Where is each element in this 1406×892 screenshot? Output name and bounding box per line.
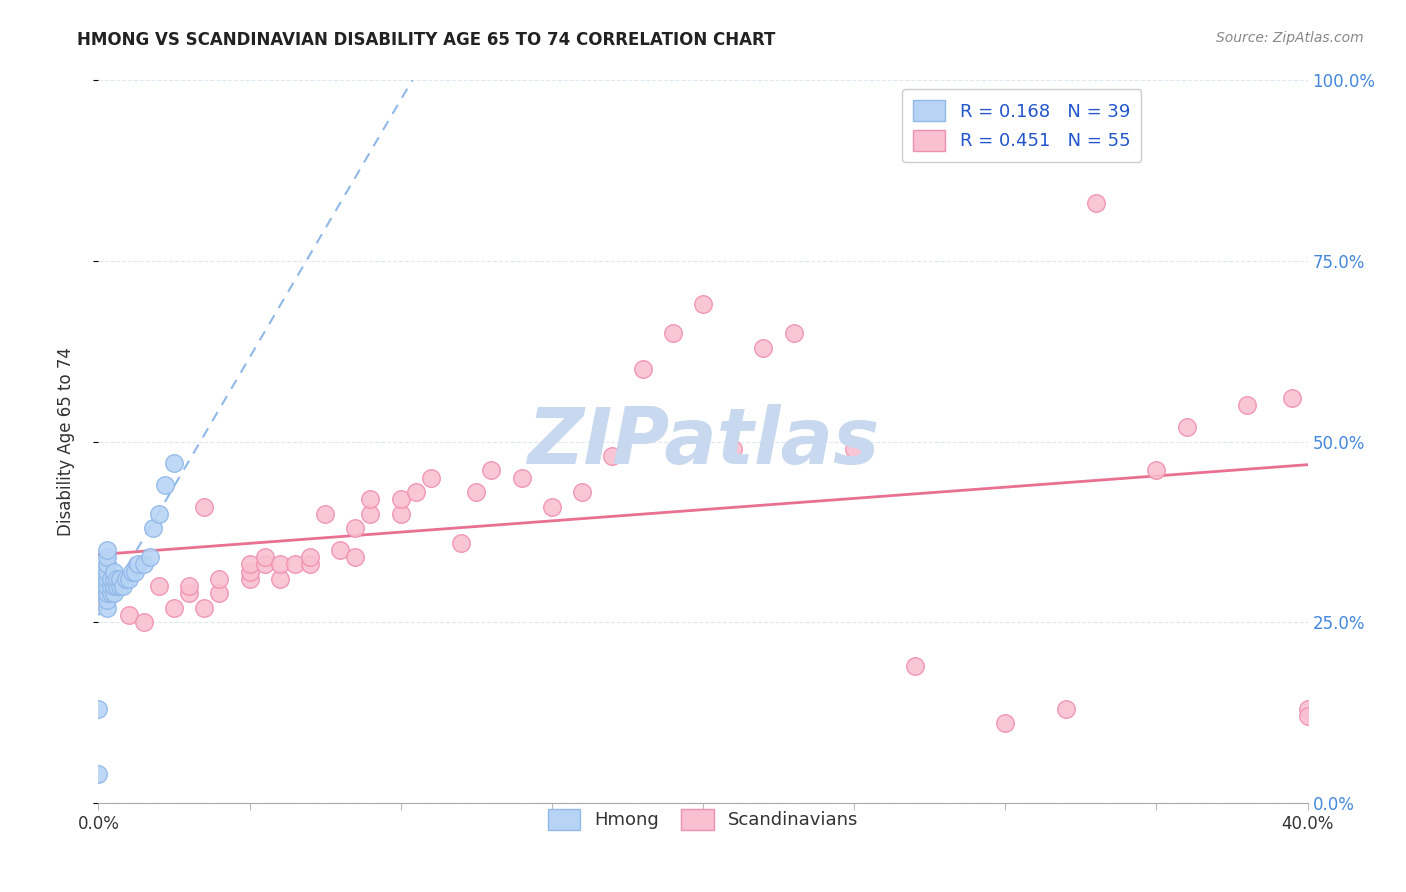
Point <box>100 586 122 600</box>
Point <box>96 572 118 586</box>
Point <box>661 326 683 340</box>
Point <box>103 586 125 600</box>
Point <box>1054 702 1077 716</box>
Point <box>329 542 352 557</box>
Text: Source: ZipAtlas.com: Source: ZipAtlas.com <box>1216 31 1364 45</box>
Y-axis label: Disability Age 65 to 74: Disability Age 65 to 74 <box>56 347 75 536</box>
Point <box>108 572 131 586</box>
Point <box>269 558 291 572</box>
Point <box>994 716 1017 731</box>
Point <box>389 492 412 507</box>
Point <box>344 550 367 565</box>
Point <box>100 579 122 593</box>
Point <box>108 579 131 593</box>
Point <box>239 565 262 579</box>
Point <box>239 572 262 586</box>
Point <box>163 456 186 470</box>
Point <box>148 507 170 521</box>
Point <box>752 341 775 355</box>
Point <box>93 572 115 586</box>
Point <box>96 579 118 593</box>
Point <box>1296 702 1319 716</box>
Point <box>1085 196 1108 211</box>
Point <box>269 572 291 586</box>
Point <box>90 586 112 600</box>
Text: ZIPatlas: ZIPatlas <box>527 403 879 480</box>
Legend: Hmong, Scandinavians: Hmong, Scandinavians <box>540 802 866 837</box>
Point <box>783 326 806 340</box>
Point <box>105 572 128 586</box>
Point <box>1236 398 1258 412</box>
Point <box>360 492 382 507</box>
Point <box>481 463 503 477</box>
Point <box>87 702 110 716</box>
Point <box>510 470 533 484</box>
Point <box>723 442 745 456</box>
Point <box>96 558 118 572</box>
Point <box>1144 463 1167 477</box>
Point <box>253 550 276 565</box>
Point <box>193 600 215 615</box>
Point <box>389 507 412 521</box>
Point <box>208 572 231 586</box>
Point <box>132 615 155 630</box>
Point <box>105 579 128 593</box>
Point <box>111 579 134 593</box>
Point <box>132 558 155 572</box>
Point <box>103 572 125 586</box>
Point <box>571 485 593 500</box>
Point <box>208 586 231 600</box>
Text: HMONG VS SCANDINAVIAN DISABILITY AGE 65 TO 74 CORRELATION CHART: HMONG VS SCANDINAVIAN DISABILITY AGE 65 … <box>77 31 776 49</box>
Point <box>314 507 336 521</box>
Point <box>1175 420 1198 434</box>
Point <box>450 535 472 549</box>
Point <box>299 550 322 565</box>
Point <box>87 593 110 607</box>
Point <box>284 558 307 572</box>
Point <box>344 521 367 535</box>
Point <box>602 449 624 463</box>
Point <box>103 579 125 593</box>
Point <box>360 507 382 521</box>
Point <box>118 607 141 622</box>
Point <box>96 586 118 600</box>
Point <box>299 558 322 572</box>
Point <box>100 572 122 586</box>
Point <box>193 500 215 514</box>
Point <box>93 565 115 579</box>
Point <box>148 579 170 593</box>
Point <box>103 565 125 579</box>
Point <box>844 442 866 456</box>
Point <box>239 558 262 572</box>
Point <box>631 362 654 376</box>
Point <box>96 542 118 557</box>
Point <box>163 600 186 615</box>
Point <box>127 558 149 572</box>
Point <box>465 485 488 500</box>
Point <box>124 565 146 579</box>
Point <box>142 521 165 535</box>
Point <box>179 586 201 600</box>
Point <box>420 470 443 484</box>
Point <box>93 579 115 593</box>
Point <box>96 600 118 615</box>
Point <box>96 550 118 565</box>
Point <box>153 478 176 492</box>
Point <box>114 572 136 586</box>
Point <box>1296 709 1319 723</box>
Point <box>540 500 562 514</box>
Point <box>904 658 927 673</box>
Point <box>1281 391 1303 405</box>
Point <box>96 565 118 579</box>
Point <box>179 579 201 593</box>
Point <box>96 593 118 607</box>
Point <box>118 572 141 586</box>
Point <box>90 579 112 593</box>
Point <box>121 565 143 579</box>
Point <box>405 485 427 500</box>
Point <box>692 297 714 311</box>
Point <box>87 767 110 781</box>
Point <box>139 550 162 565</box>
Point <box>253 558 276 572</box>
